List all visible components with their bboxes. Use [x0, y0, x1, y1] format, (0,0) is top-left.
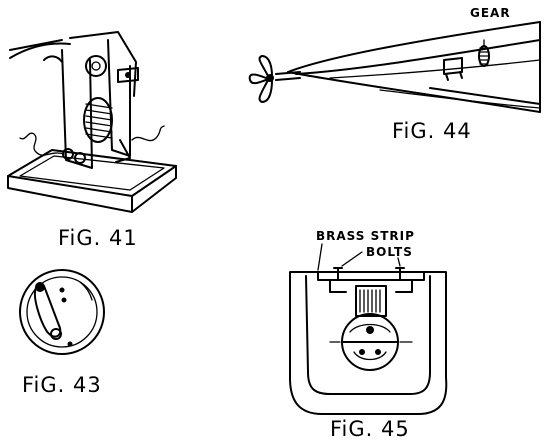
brass-strip-leader — [317, 243, 323, 271]
fig45-caption: FiG. 45 — [330, 417, 410, 440]
fig41-motor-drawing — [7, 31, 177, 213]
fig44-hull-drawing — [248, 21, 541, 113]
fig44-caption: FiG. 44 — [392, 119, 472, 143]
gear-label: GEAR — [470, 6, 511, 20]
bolts-leader-left — [341, 251, 363, 267]
bolts-label: BOLTS — [366, 245, 413, 259]
fig43-disc-drawing — [19, 269, 105, 355]
fig43-caption: FiG. 43 — [22, 373, 102, 397]
bolts-leader-right — [397, 257, 401, 267]
fig41-caption: FiG. 41 — [58, 226, 138, 250]
fig45-section-drawing — [289, 267, 448, 415]
brass-strip-label: BRASS STRIP — [316, 229, 415, 243]
